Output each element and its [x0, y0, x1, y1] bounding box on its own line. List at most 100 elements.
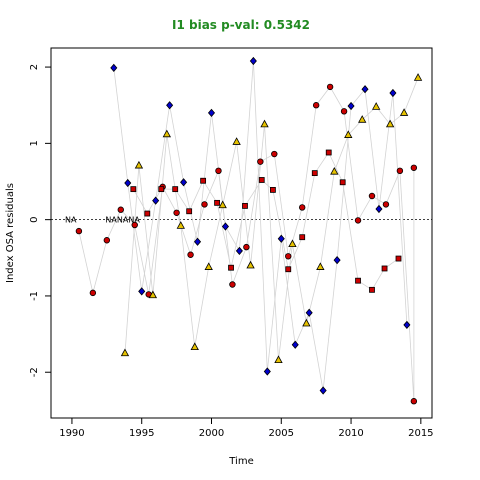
data-point-triangle: [190, 342, 199, 351]
data-point-square: [158, 186, 165, 193]
data-point-circle: [215, 167, 222, 175]
data-point-diamond: [138, 287, 146, 296]
data-point-circle: [396, 167, 404, 175]
data-point-circle: [410, 398, 418, 405]
data-point-triangle: [399, 108, 409, 116]
x-tick-label: 2005: [269, 428, 294, 439]
data-point-diamond: [207, 108, 216, 117]
data-point-diamond: [235, 246, 243, 256]
data-point-diamond: [263, 367, 271, 376]
data-point-triangle: [358, 115, 367, 123]
data-point-diamond: [180, 178, 188, 187]
x-tick-label: 2015: [408, 428, 433, 439]
x-tick-label: 2000: [199, 428, 224, 439]
data-point-diamond: [347, 101, 355, 111]
data-point-square: [130, 186, 137, 193]
series-line: [124, 77, 419, 361]
chart-title: I1 bias p-val: 0.5342: [172, 18, 310, 32]
data-point-square: [200, 177, 207, 184]
series-line: [78, 86, 415, 402]
data-point-diamond: [319, 386, 327, 395]
data-point-triangle: [246, 260, 255, 269]
data-point-square: [369, 286, 375, 293]
data-point-diamond: [333, 255, 341, 265]
y-tick-label: 1: [29, 140, 40, 146]
data-point-triangle: [232, 137, 241, 145]
data-point-circle: [299, 204, 306, 211]
data-point-circle: [89, 289, 97, 297]
data-point-circle: [229, 281, 236, 288]
data-point-square: [228, 264, 234, 271]
data-point-triangle: [260, 119, 269, 128]
data-point-square: [242, 203, 248, 209]
data-point-circle: [187, 251, 194, 258]
data-point-square: [214, 199, 220, 206]
data-point-triangle: [330, 166, 339, 175]
y-tick-label: -1: [29, 291, 40, 301]
data-point-circle: [75, 227, 83, 235]
data-point-square: [339, 179, 346, 186]
na-label: NA: [65, 216, 77, 225]
data-point-triangle: [302, 318, 311, 327]
data-point-diamond: [277, 234, 285, 243]
data-point-circle: [340, 108, 348, 115]
data-point-diamond: [124, 178, 132, 188]
data-point-diamond: [221, 222, 229, 231]
data-point-diamond: [166, 101, 174, 110]
data-point-triangle: [218, 200, 227, 209]
data-point-circle: [173, 209, 180, 216]
data-point-square: [299, 234, 306, 241]
y-tick-label: 0: [29, 216, 40, 222]
data-point-circle: [131, 221, 138, 229]
data-point-diamond: [152, 196, 160, 205]
data-point-circle: [326, 83, 334, 91]
x-axis-title: Time: [228, 456, 253, 467]
x-tick-label: 2010: [338, 428, 363, 439]
data-point-square: [325, 149, 332, 156]
data-point-circle: [312, 102, 320, 109]
data-point-square: [270, 186, 276, 193]
data-point-circle: [410, 164, 418, 171]
data-point-diamond: [249, 56, 257, 66]
data-point-square: [186, 208, 193, 215]
data-point-triangle: [274, 355, 283, 364]
x-tick-label: 1990: [59, 428, 84, 439]
data-point-square: [355, 277, 361, 284]
plot-frame: [50, 47, 433, 419]
data-point-circle: [201, 201, 208, 208]
data-point-diamond: [291, 340, 299, 349]
x-tick-label: 1995: [129, 428, 154, 439]
data-point-triangle: [385, 119, 395, 128]
data-point-circle: [368, 192, 376, 200]
data-point-diamond: [194, 237, 202, 246]
data-point-diamond: [375, 204, 383, 214]
data-point-square: [172, 186, 179, 193]
data-point-square: [258, 177, 265, 183]
data-point-circle: [103, 237, 111, 244]
data-point-diamond: [389, 88, 397, 98]
series-line: [132, 151, 399, 291]
data-point-triangle: [288, 239, 297, 248]
data-point-triangle: [316, 262, 325, 270]
data-point-triangle: [162, 129, 172, 138]
data-point-square: [285, 266, 292, 273]
data-point-diamond: [403, 320, 411, 330]
data-point-circle: [382, 201, 390, 208]
data-point-diamond: [361, 85, 369, 94]
data-point-triangle: [372, 102, 381, 110]
data-point-triangle: [134, 160, 144, 169]
y-tick-label: 2: [29, 64, 40, 70]
data-point-circle: [117, 206, 124, 213]
data-point-circle: [354, 217, 362, 224]
data-point-diamond: [305, 308, 313, 317]
y-axis-title: Index OSA residuals: [5, 183, 16, 283]
data-point-triangle: [148, 290, 158, 299]
data-point-triangle: [204, 262, 213, 270]
data-point-triangle: [344, 130, 353, 138]
data-point-square: [381, 265, 388, 272]
data-point-square: [144, 210, 151, 217]
data-point-triangle: [413, 73, 423, 81]
na-label: NANANA: [105, 216, 140, 225]
